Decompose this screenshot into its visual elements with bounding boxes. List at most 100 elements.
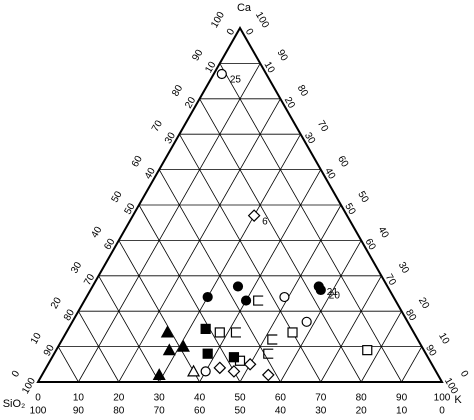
point	[227, 365, 241, 378]
bottom-tick-label: 0	[35, 393, 41, 404]
bottom-tick-label: 70	[154, 406, 166, 417]
grid-line	[199, 98, 362, 383]
point	[263, 348, 274, 359]
point-label: 6	[262, 216, 268, 227]
bottom-tick-label: 10	[73, 393, 85, 404]
bottom-tick-label: 40	[194, 393, 206, 404]
left-tick-label: 90	[42, 343, 57, 359]
left-tick-label: 40	[89, 225, 104, 241]
grid-line	[239, 204, 342, 383]
grid-line	[158, 134, 301, 383]
point	[213, 361, 227, 375]
left-tick-label: 60	[130, 154, 145, 170]
grid-line	[138, 204, 241, 383]
right-tick-label: 50	[342, 202, 357, 218]
right-tick-label: 50	[355, 190, 370, 206]
grid-line	[401, 346, 423, 383]
bottom-tick-label: 30	[315, 406, 327, 417]
right-tick-label: 10	[436, 331, 451, 347]
grid-line	[78, 311, 120, 383]
right-tick-label: 70	[383, 272, 398, 288]
left-tick-label: 60	[102, 237, 117, 253]
right-tick-label: 0	[458, 369, 471, 380]
grid-line	[98, 275, 160, 383]
point	[176, 339, 190, 352]
point	[160, 325, 174, 338]
right-tick-label: 40	[376, 225, 391, 241]
left-tick-label: 10	[29, 331, 44, 347]
grid-line	[57, 346, 79, 383]
bottom-tick-label: 60	[194, 406, 206, 417]
left-tick-label: 50	[123, 201, 138, 217]
left-tick-label: 80	[62, 307, 77, 323]
bottom-tick-label: 60	[275, 393, 287, 404]
left-tick-label: 50	[110, 189, 125, 205]
right-tick-label: 30	[302, 131, 317, 147]
point	[162, 343, 176, 356]
bottom-tick-label: 80	[113, 406, 125, 417]
left-tick-label: 80	[170, 83, 185, 99]
left-tick-label: 0	[10, 369, 23, 380]
point	[279, 291, 290, 303]
left-tick-label: 10	[203, 60, 218, 76]
point	[247, 209, 261, 222]
right-tick-label: 80	[295, 83, 310, 99]
left-tick-label: 0	[225, 27, 238, 38]
triangle-frame	[36, 25, 444, 383]
right-tick-label: 70	[315, 119, 330, 135]
point	[230, 327, 241, 338]
left-tick-label: 70	[82, 272, 97, 288]
right-tick-label: 0	[243, 27, 256, 38]
point	[232, 281, 244, 292]
point	[214, 327, 225, 338]
left-tick-label: 40	[143, 166, 158, 182]
bottom-tick-label: 70	[315, 393, 327, 404]
right-tick-label: 60	[363, 237, 378, 253]
bottom-tick-label: 40	[275, 406, 287, 417]
right-tick-label: 30	[396, 260, 411, 276]
point-label: 20	[329, 291, 341, 302]
left-tick-label: 20	[183, 95, 198, 111]
right-tick-label: 20	[282, 95, 297, 111]
right-tick-label: 60	[335, 154, 350, 170]
right-tick-label: 90	[275, 48, 290, 64]
point	[240, 295, 252, 306]
left-tick-label: 90	[190, 48, 205, 64]
point	[152, 368, 166, 381]
point	[362, 345, 373, 356]
top-axis-title: Ca	[237, 2, 252, 14]
grid-line	[179, 134, 322, 383]
bottom-tick-label: 100	[30, 406, 47, 417]
left-tick-label: 100	[209, 10, 227, 30]
grid-line	[219, 63, 402, 383]
point	[267, 334, 278, 345]
left-tick-label: 30	[163, 130, 178, 146]
point	[287, 327, 298, 338]
point	[200, 366, 211, 377]
left-tick-label: 70	[150, 118, 165, 134]
left-tick-label: 20	[49, 295, 64, 311]
point	[228, 352, 240, 363]
grid-line	[320, 275, 382, 383]
right-tick-label: 80	[403, 308, 418, 324]
point	[187, 364, 201, 377]
bottom-tick-label: 20	[113, 393, 125, 404]
point	[200, 323, 211, 334]
point	[243, 357, 257, 371]
bottom-tick-label: 80	[356, 393, 368, 404]
bottom-tick-label: 50	[234, 393, 246, 404]
point	[315, 284, 326, 296]
point	[261, 368, 275, 382]
point	[202, 291, 213, 303]
point	[202, 348, 213, 359]
bottom-tick-label: 0	[439, 406, 445, 417]
grid-line	[118, 240, 200, 383]
right-axis-title: K	[454, 394, 462, 406]
point	[216, 68, 227, 80]
left-tick-label: 30	[69, 260, 84, 276]
right-tick-label: 20	[416, 296, 431, 312]
left-axis-title: SiO₂	[3, 398, 26, 410]
right-tick-label: 90	[423, 343, 438, 359]
right-tick-label: 10	[262, 60, 277, 76]
bottom-tick-label: 90	[73, 406, 85, 417]
